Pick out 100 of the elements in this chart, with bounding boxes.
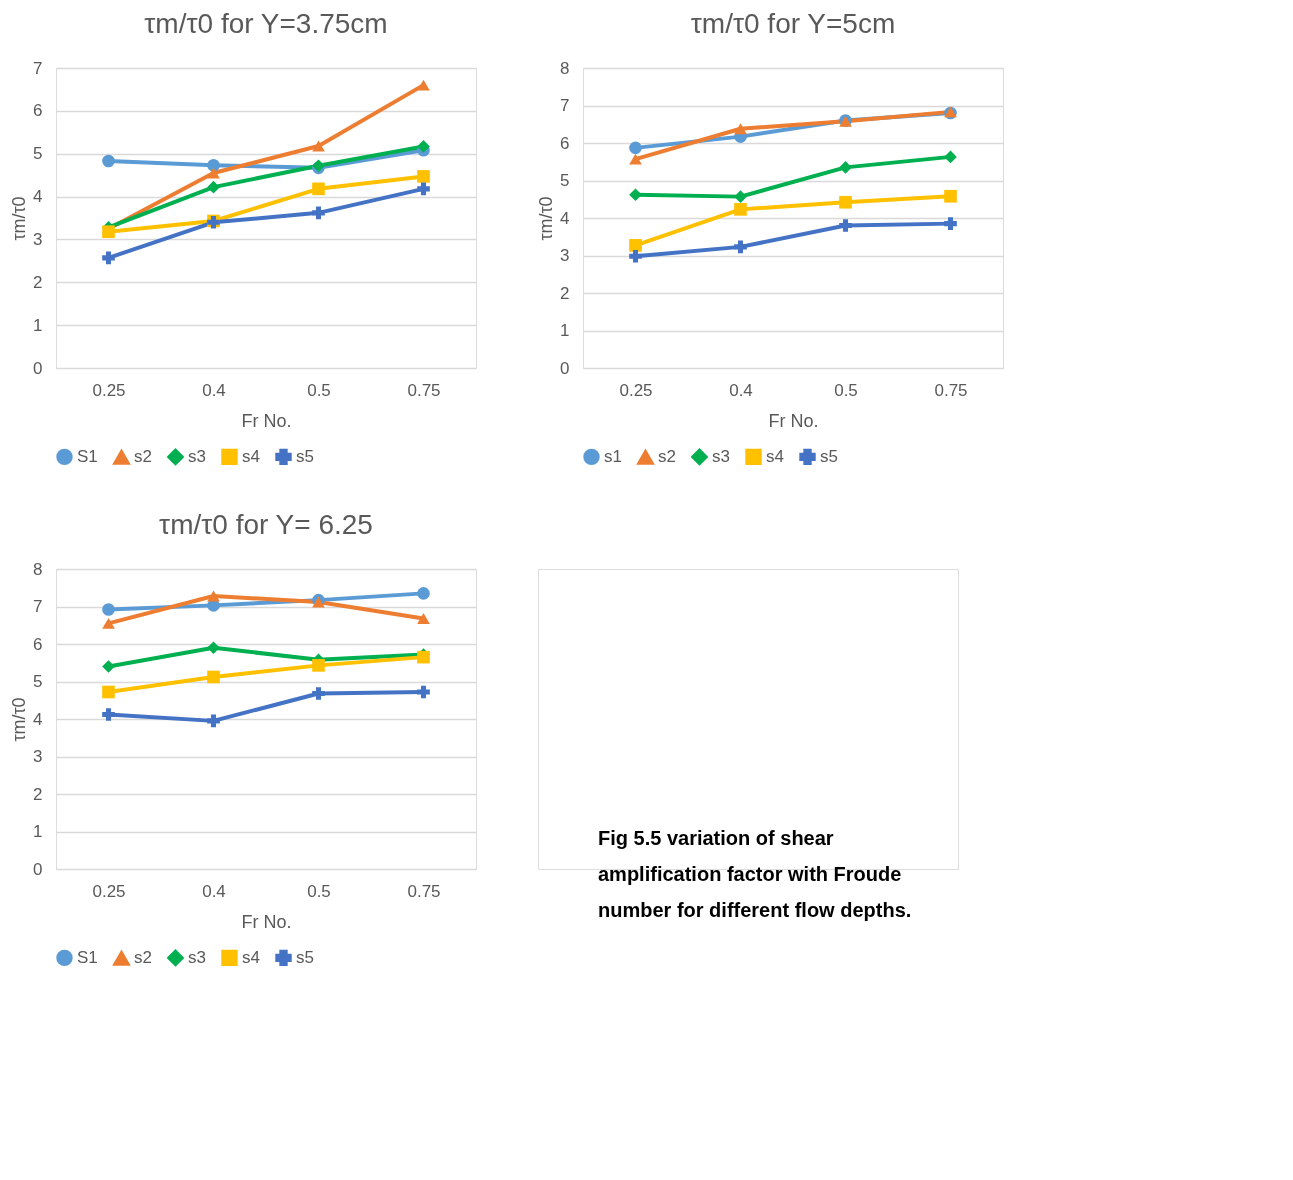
y-axis-title: τm/τ0 [9, 697, 30, 742]
x-tick-label: 0.4 [202, 380, 226, 400]
y-tick-label: 2 [33, 272, 43, 292]
point [629, 249, 642, 263]
legend-label: S1 [77, 947, 98, 967]
point [102, 603, 115, 616]
point [207, 158, 220, 172]
y-tick-label: 8 [560, 58, 570, 78]
point [102, 251, 115, 265]
point [839, 161, 852, 174]
point [734, 240, 747, 254]
y-tick-label: 4 [560, 208, 570, 228]
chart-title: τm/τ0 for Y=5cm [690, 8, 896, 39]
y-tick-label: 1 [33, 822, 43, 841]
chart-title: τm/τ0 for Y=3.75cm [144, 8, 388, 39]
point [102, 708, 115, 721]
chart-title: τm/τ0 for Y= 6.25 [159, 509, 373, 540]
point [629, 239, 642, 252]
point [312, 687, 325, 700]
x-tick-label: 0.5 [307, 881, 331, 901]
y-tick-label: 0 [560, 358, 570, 378]
point [417, 182, 430, 196]
y-tick-label: 2 [33, 784, 43, 804]
x-tick-label: 0.75 [407, 380, 441, 400]
x-tick-label: 0.5 [307, 380, 331, 400]
point [312, 659, 325, 672]
legend-label: s5 [820, 446, 838, 466]
y-axis-title: τm/τ0 [9, 196, 30, 241]
point [944, 189, 957, 203]
legend-label: s4 [766, 446, 784, 466]
legend-label: s2 [134, 948, 152, 968]
point [312, 140, 325, 152]
point [734, 203, 747, 216]
point [417, 587, 430, 600]
legend-label: S1 [77, 446, 98, 466]
x-axis-title: Fr No. [768, 410, 819, 431]
legend-label: s1 [604, 446, 622, 466]
point [102, 225, 115, 239]
x-axis-title: Fr No. [241, 410, 292, 431]
legend-label: s4 [242, 947, 260, 967]
point [417, 685, 430, 699]
legend-label: s3 [188, 947, 206, 967]
y-tick-label: 3 [33, 229, 43, 249]
point [839, 195, 852, 209]
y-tick-label: 4 [33, 709, 43, 729]
point [102, 685, 115, 699]
point [944, 217, 957, 230]
point [102, 660, 115, 673]
point [417, 613, 430, 624]
point [734, 190, 747, 203]
x-tick-label: 0.25 [619, 380, 653, 400]
point [734, 123, 747, 135]
y-tick-label: 2 [560, 283, 570, 303]
y-tick-label: 0 [33, 859, 43, 879]
point [417, 170, 430, 183]
point [102, 154, 115, 168]
y-tick-label: 6 [560, 133, 570, 153]
y-tick-label: 8 [33, 559, 43, 579]
point [312, 206, 325, 220]
x-tick-label: 0.5 [834, 380, 858, 400]
x-axis-title: Fr No. [241, 911, 292, 932]
legend-label: s3 [188, 446, 206, 466]
point [417, 140, 430, 153]
legend-label: s2 [134, 447, 152, 467]
point [629, 188, 642, 202]
y-tick-label: 7 [33, 58, 43, 78]
x-tick-label: 0.25 [92, 380, 126, 400]
y-tick-label: 0 [33, 358, 43, 378]
point [944, 150, 957, 164]
point [839, 219, 852, 232]
y-tick-label: 7 [560, 96, 570, 115]
x-tick-label: 0.25 [92, 881, 126, 901]
point [207, 167, 220, 179]
caption: Fig 5.5 variation of shear amplification factor with Froude number for different flow depths. [598, 827, 912, 921]
point [629, 141, 642, 155]
legend-label: s4 [242, 446, 260, 466]
y-tick-label: 5 [33, 672, 43, 691]
y-tick-label: 5 [560, 171, 570, 190]
point [102, 617, 115, 629]
x-tick-label: 0.75 [407, 881, 441, 901]
point [207, 590, 220, 602]
point [312, 182, 325, 196]
y-tick-label: 6 [33, 101, 43, 121]
y-tick-label: 4 [33, 187, 43, 207]
point [207, 714, 220, 728]
x-tick-label: 0.4 [202, 881, 226, 901]
point [417, 79, 430, 91]
legend-label: s5 [296, 947, 314, 967]
y-tick-label: 7 [33, 597, 43, 616]
y-tick-label: 1 [33, 315, 43, 335]
point [629, 153, 642, 165]
y-tick-label: 3 [560, 246, 570, 265]
point [207, 641, 220, 655]
y-tick-label: 1 [560, 321, 570, 340]
legend-label: s5 [296, 446, 314, 466]
x-tick-label: 0.4 [729, 380, 753, 400]
legend-label: s3 [712, 446, 730, 466]
y-axis-title: τm/τ0 [536, 196, 557, 241]
point [207, 670, 220, 684]
x-tick-label: 0.75 [934, 380, 968, 400]
